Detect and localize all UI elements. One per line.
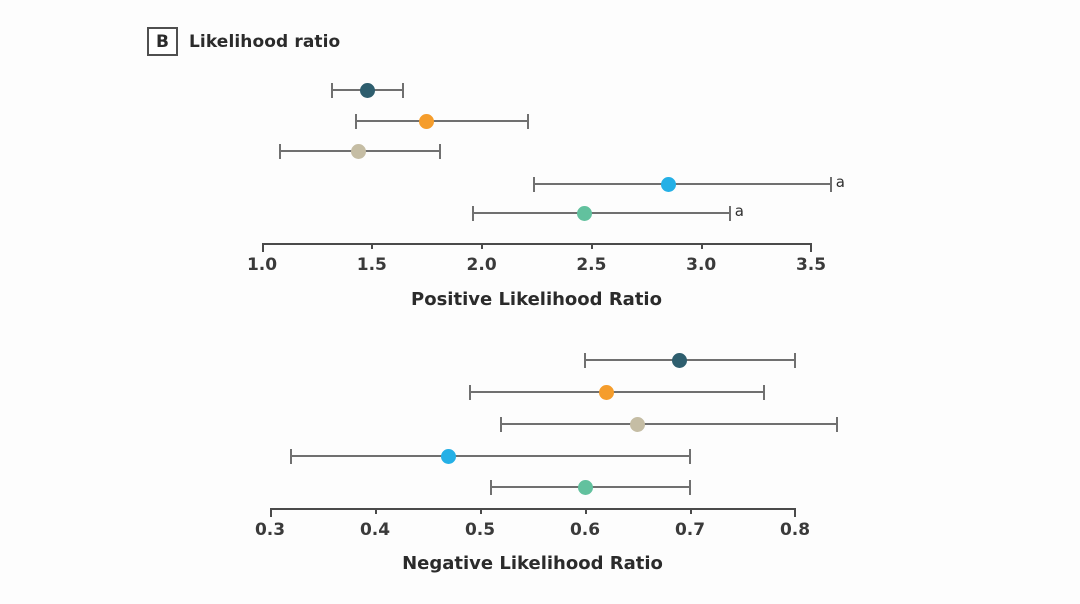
x-axis-line [270,508,795,510]
footnote-marker: a [734,202,744,220]
ci-cap-left [584,353,586,368]
panel-label-badge: B [147,27,178,56]
confidence-interval-bar [472,212,730,214]
x-axis-tick [261,243,264,252]
ci-cap-left [500,417,502,432]
ci-cap-right [762,385,765,400]
ci-cap-right [728,206,731,221]
x-axis-tick [269,508,272,517]
ci-cap-left [278,144,281,159]
x-axis-tick-label: 2.5 [576,255,607,275]
point-marker [660,176,676,192]
x-axis-tick-label: 0.8 [779,520,811,540]
point-marker [598,384,614,400]
confidence-interval-bar [534,183,831,185]
x-axis-tick-label: 0.4 [359,520,391,540]
x-axis-tick-label: 0.6 [569,520,601,540]
x-axis-tick [481,243,484,249]
point-marker [359,82,375,98]
ci-cap-right [438,144,441,159]
point-marker [672,352,687,368]
x-axis-tick [689,508,692,514]
ci-cap-left [468,385,471,400]
x-axis-tick [374,508,377,514]
confidence-interval-bar [501,423,837,425]
confidence-interval-bar [356,120,528,122]
x-axis-tick-label: 0.5 [464,520,496,540]
footnote-marker: a [835,173,845,191]
x-axis-title-negative: Negative Likelihood Ratio [402,553,663,574]
x-axis-tick [809,243,812,252]
point-marker [441,448,456,464]
ci-cap-right [526,114,529,129]
x-axis-tick-label: 0.7 [674,520,706,540]
x-axis-tick [590,243,593,249]
x-axis-tick [700,243,703,249]
x-axis-tick [371,243,374,249]
x-axis-title-positive: Positive Likelihood Ratio [411,289,662,310]
ci-cap-left [290,449,292,464]
x-axis-tick-label: 1.0 [246,255,278,275]
confidence-interval-bar [291,455,690,457]
point-marker [577,205,593,221]
point-marker [351,143,367,159]
ci-cap-right [689,449,691,464]
ci-cap-right [794,353,796,368]
x-axis-tick-label: 2.0 [466,255,497,275]
point-marker [419,113,435,129]
figure-title: Likelihood ratio [189,31,341,52]
x-axis-tick [584,508,587,514]
ci-cap-left [533,177,536,192]
ci-cap-left [489,480,492,495]
ci-cap-right [829,177,832,192]
x-axis-tick-label: 3.0 [686,255,717,275]
x-axis-tick-label: 1.5 [356,255,387,275]
ci-cap-right [689,480,691,495]
confidence-interval-bar [585,359,795,361]
ci-cap-right [401,83,404,98]
confidence-interval-bar [469,391,764,393]
point-marker [630,416,645,432]
figure-header: B Likelihood ratio [147,27,340,56]
x-axis-line [262,243,811,245]
x-axis-tick [479,508,482,514]
ci-cap-left [355,114,358,129]
ci-cap-right [836,417,838,432]
x-axis-tick-label: 0.3 [254,520,286,540]
ci-cap-left [471,206,474,221]
ci-cap-left [331,83,334,98]
point-marker [577,479,593,495]
x-axis-tick-label: 3.5 [795,255,827,275]
x-axis-tick [793,508,796,517]
